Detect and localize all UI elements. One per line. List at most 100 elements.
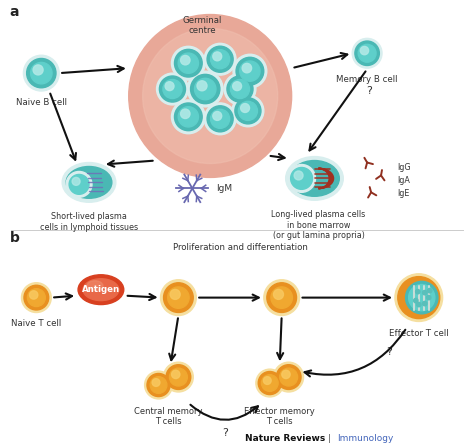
Circle shape <box>178 107 199 127</box>
Circle shape <box>165 82 174 90</box>
Circle shape <box>161 280 196 315</box>
Text: a: a <box>9 4 19 18</box>
Ellipse shape <box>87 281 103 291</box>
Circle shape <box>170 368 187 386</box>
Circle shape <box>422 290 427 295</box>
Circle shape <box>23 55 59 91</box>
Circle shape <box>174 103 202 131</box>
Circle shape <box>267 283 297 312</box>
Text: Germinal
centre: Germinal centre <box>182 16 222 35</box>
Circle shape <box>414 298 418 303</box>
Text: Effector T cell: Effector T cell <box>389 329 448 338</box>
Circle shape <box>294 171 303 180</box>
Ellipse shape <box>62 163 116 202</box>
Circle shape <box>238 101 257 121</box>
Circle shape <box>240 61 260 81</box>
Circle shape <box>417 302 421 307</box>
Text: IgG
IgA
IgE: IgG IgA IgE <box>397 163 410 198</box>
Circle shape <box>72 177 80 185</box>
Text: Nature Reviews: Nature Reviews <box>245 434 326 443</box>
Circle shape <box>233 82 242 90</box>
Circle shape <box>163 79 182 99</box>
Circle shape <box>152 379 160 387</box>
Circle shape <box>204 103 236 135</box>
Text: Immunology: Immunology <box>337 434 394 443</box>
Circle shape <box>24 285 49 310</box>
Circle shape <box>233 54 267 88</box>
Circle shape <box>143 28 278 164</box>
Text: Naive B cell: Naive B cell <box>16 98 67 107</box>
Circle shape <box>406 281 438 314</box>
Circle shape <box>288 164 316 192</box>
Text: Central memory
T cells: Central memory T cells <box>134 407 203 426</box>
Circle shape <box>172 100 205 134</box>
Circle shape <box>69 174 89 194</box>
Text: ?: ? <box>386 347 392 357</box>
Circle shape <box>27 59 56 88</box>
Text: Naive T cell: Naive T cell <box>11 319 62 328</box>
Circle shape <box>29 291 38 299</box>
Circle shape <box>187 71 223 107</box>
Circle shape <box>181 109 190 119</box>
Ellipse shape <box>286 156 343 200</box>
Circle shape <box>168 287 189 308</box>
Circle shape <box>358 44 376 62</box>
Circle shape <box>242 63 252 73</box>
Circle shape <box>422 302 427 306</box>
Circle shape <box>227 76 253 102</box>
Circle shape <box>194 78 216 100</box>
Ellipse shape <box>78 275 124 305</box>
Circle shape <box>409 284 435 311</box>
Circle shape <box>174 49 202 77</box>
Circle shape <box>207 106 233 132</box>
Circle shape <box>395 274 443 322</box>
Circle shape <box>427 295 431 300</box>
Circle shape <box>164 362 193 392</box>
Circle shape <box>264 377 271 384</box>
Circle shape <box>178 53 199 73</box>
Text: Antigen: Antigen <box>82 285 120 294</box>
Ellipse shape <box>66 167 112 198</box>
Circle shape <box>181 56 190 65</box>
Circle shape <box>147 374 170 396</box>
Text: ?: ? <box>366 86 372 96</box>
Circle shape <box>170 289 180 299</box>
Circle shape <box>291 168 312 190</box>
Ellipse shape <box>290 160 339 196</box>
Circle shape <box>207 46 233 72</box>
Circle shape <box>145 371 173 399</box>
Circle shape <box>352 39 382 68</box>
Circle shape <box>164 283 193 312</box>
Circle shape <box>256 369 283 397</box>
Circle shape <box>241 103 249 112</box>
Circle shape <box>271 287 292 308</box>
Circle shape <box>31 62 52 84</box>
Circle shape <box>204 43 236 75</box>
Circle shape <box>355 41 379 65</box>
Circle shape <box>213 112 222 121</box>
Text: Memory B cell: Memory B cell <box>337 75 398 84</box>
Ellipse shape <box>83 279 119 301</box>
Circle shape <box>33 65 43 75</box>
Circle shape <box>197 81 207 91</box>
Circle shape <box>129 14 292 177</box>
Circle shape <box>428 289 432 293</box>
Circle shape <box>224 73 256 105</box>
Text: Long-lived plasma cells
in bone marrow
(or gut lamina propria): Long-lived plasma cells in bone marrow (… <box>271 210 365 240</box>
Circle shape <box>166 365 191 389</box>
Circle shape <box>210 109 229 129</box>
Circle shape <box>27 289 46 306</box>
Circle shape <box>21 283 51 313</box>
Circle shape <box>232 95 264 127</box>
Circle shape <box>280 368 298 386</box>
Circle shape <box>210 50 229 69</box>
Circle shape <box>276 365 301 389</box>
Circle shape <box>235 98 261 124</box>
Circle shape <box>150 377 167 393</box>
Text: b: b <box>9 231 19 245</box>
Circle shape <box>273 289 283 299</box>
Circle shape <box>282 370 290 379</box>
Circle shape <box>274 362 303 392</box>
Circle shape <box>258 371 282 395</box>
Circle shape <box>262 375 278 392</box>
